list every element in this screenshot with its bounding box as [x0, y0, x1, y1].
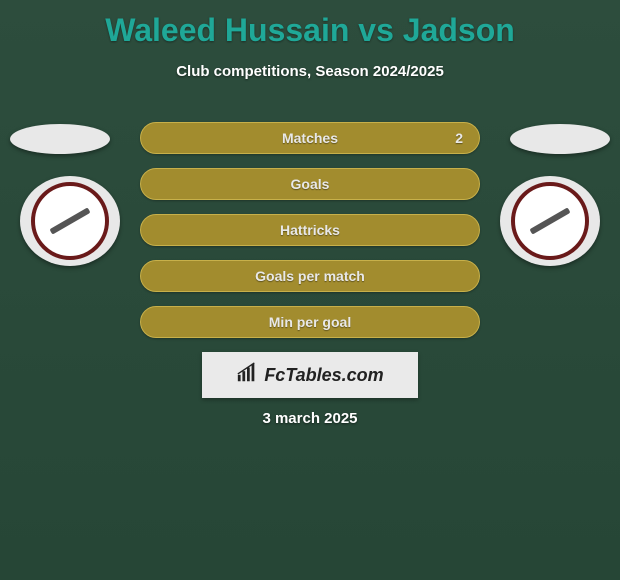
- watermark[interactable]: FcTables.com: [202, 352, 418, 398]
- stat-label: Goals: [291, 176, 330, 192]
- stat-row-hattricks: Hattricks: [140, 214, 480, 246]
- club-badge-right: [500, 176, 600, 266]
- date-label: 3 march 2025: [0, 410, 620, 427]
- bar-chart-icon: [236, 362, 258, 389]
- club-badge-stripe-icon: [49, 207, 90, 234]
- club-badge-inner-right: [511, 182, 589, 260]
- player-avatar-right: [510, 124, 610, 154]
- stat-label: Hattricks: [280, 222, 340, 238]
- club-badge-inner-left: [31, 182, 109, 260]
- stat-label: Matches: [282, 130, 338, 146]
- brand-label: FcTables.com: [264, 365, 383, 386]
- stat-label: Min per goal: [269, 314, 351, 330]
- stat-row-goals-per-match: Goals per match: [140, 260, 480, 292]
- stat-label: Goals per match: [255, 268, 365, 284]
- stat-row-min-per-goal: Min per goal: [140, 306, 480, 338]
- stat-row-matches: Matches 2: [140, 122, 480, 154]
- subtitle: Club competitions, Season 2024/2025: [0, 63, 620, 80]
- page-title: Waleed Hussain vs Jadson: [0, 0, 620, 49]
- stat-row-goals: Goals: [140, 168, 480, 200]
- club-badge-stripe-icon: [529, 207, 570, 234]
- club-badge-left: [20, 176, 120, 266]
- stats-column: Matches 2 Goals Hattricks Goals per matc…: [140, 122, 480, 352]
- stat-value-right: 2: [455, 130, 463, 146]
- player-avatar-left: [10, 124, 110, 154]
